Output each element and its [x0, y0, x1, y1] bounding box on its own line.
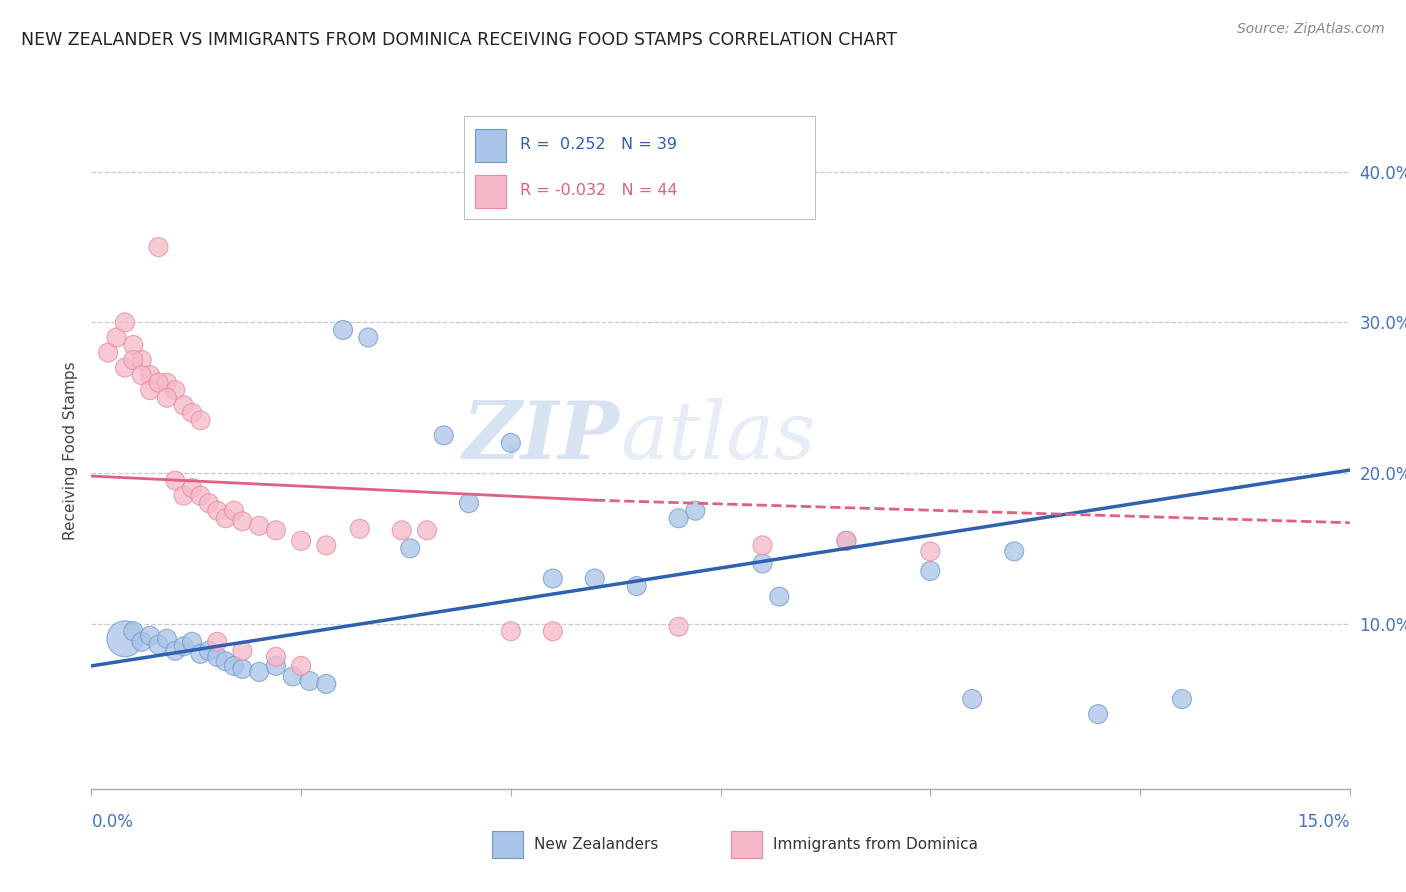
Ellipse shape [502, 622, 520, 640]
Ellipse shape [1005, 542, 1024, 561]
Text: Source: ZipAtlas.com: Source: ZipAtlas.com [1237, 22, 1385, 37]
Ellipse shape [124, 622, 143, 640]
Ellipse shape [157, 629, 176, 648]
Ellipse shape [124, 335, 143, 354]
Text: 0.0%: 0.0% [91, 814, 134, 831]
Ellipse shape [98, 343, 118, 362]
Ellipse shape [316, 536, 336, 555]
Ellipse shape [217, 508, 235, 528]
Ellipse shape [225, 501, 243, 520]
FancyBboxPatch shape [475, 176, 506, 208]
Ellipse shape [208, 648, 226, 666]
Ellipse shape [543, 569, 562, 588]
Text: NEW ZEALANDER VS IMMIGRANTS FROM DOMINICA RECEIVING FOOD STAMPS CORRELATION CHAR: NEW ZEALANDER VS IMMIGRANTS FROM DOMINIC… [21, 31, 897, 49]
Ellipse shape [191, 486, 209, 505]
Ellipse shape [291, 532, 311, 550]
Ellipse shape [208, 632, 226, 651]
Ellipse shape [174, 396, 193, 415]
Ellipse shape [1173, 690, 1191, 708]
Ellipse shape [200, 641, 218, 660]
Ellipse shape [754, 536, 772, 555]
Ellipse shape [115, 358, 135, 377]
Ellipse shape [921, 561, 939, 581]
Ellipse shape [401, 539, 419, 558]
Ellipse shape [291, 657, 311, 675]
Ellipse shape [686, 501, 704, 520]
Ellipse shape [141, 381, 160, 400]
Text: Immigrants from Dominica: Immigrants from Dominica [773, 838, 979, 852]
Ellipse shape [208, 501, 226, 520]
Ellipse shape [183, 479, 201, 498]
Ellipse shape [350, 519, 370, 538]
Ellipse shape [669, 617, 688, 636]
Ellipse shape [115, 313, 135, 332]
Ellipse shape [543, 622, 562, 640]
Ellipse shape [250, 516, 269, 535]
Ellipse shape [963, 690, 981, 708]
Ellipse shape [669, 508, 688, 528]
Ellipse shape [283, 667, 302, 686]
Ellipse shape [149, 635, 167, 655]
Ellipse shape [141, 366, 160, 384]
Ellipse shape [183, 403, 201, 422]
Ellipse shape [418, 521, 436, 540]
Ellipse shape [233, 659, 252, 679]
Ellipse shape [166, 471, 184, 490]
Ellipse shape [1088, 705, 1108, 723]
Ellipse shape [200, 493, 218, 513]
Ellipse shape [191, 644, 209, 664]
Ellipse shape [392, 521, 412, 540]
Ellipse shape [754, 554, 772, 573]
Ellipse shape [157, 388, 176, 408]
Ellipse shape [149, 237, 167, 257]
Ellipse shape [250, 663, 269, 681]
Ellipse shape [585, 569, 605, 588]
Y-axis label: Receiving Food Stamps: Receiving Food Stamps [62, 361, 77, 540]
Ellipse shape [191, 411, 209, 430]
Ellipse shape [225, 657, 243, 675]
Text: New Zealanders: New Zealanders [534, 838, 658, 852]
Ellipse shape [267, 648, 285, 666]
Text: R =  0.252   N = 39: R = 0.252 N = 39 [520, 137, 678, 153]
Ellipse shape [174, 486, 193, 505]
Ellipse shape [107, 328, 127, 347]
Ellipse shape [233, 512, 252, 531]
Ellipse shape [149, 373, 167, 392]
Ellipse shape [837, 532, 856, 550]
Ellipse shape [166, 381, 184, 400]
Ellipse shape [299, 672, 319, 690]
Ellipse shape [359, 328, 378, 347]
Ellipse shape [174, 637, 193, 656]
Ellipse shape [233, 641, 252, 660]
FancyBboxPatch shape [475, 129, 506, 162]
Ellipse shape [316, 674, 336, 693]
Ellipse shape [124, 351, 143, 369]
Ellipse shape [166, 641, 184, 660]
Ellipse shape [434, 425, 453, 445]
Ellipse shape [460, 493, 478, 513]
Ellipse shape [157, 373, 176, 392]
Ellipse shape [132, 366, 152, 384]
Ellipse shape [333, 320, 353, 340]
Ellipse shape [132, 351, 152, 369]
Text: 15.0%: 15.0% [1298, 814, 1350, 831]
Ellipse shape [107, 621, 143, 657]
Ellipse shape [183, 632, 201, 651]
Ellipse shape [502, 434, 520, 452]
Ellipse shape [837, 532, 856, 550]
Ellipse shape [627, 576, 647, 596]
Ellipse shape [921, 542, 939, 561]
Text: R = -0.032   N = 44: R = -0.032 N = 44 [520, 184, 678, 198]
Text: ZIP: ZIP [463, 398, 620, 475]
Ellipse shape [267, 657, 285, 675]
Ellipse shape [132, 632, 152, 651]
Ellipse shape [217, 652, 235, 671]
Text: atlas: atlas [620, 398, 815, 475]
Ellipse shape [141, 626, 160, 645]
Ellipse shape [770, 587, 789, 606]
Ellipse shape [267, 521, 285, 540]
